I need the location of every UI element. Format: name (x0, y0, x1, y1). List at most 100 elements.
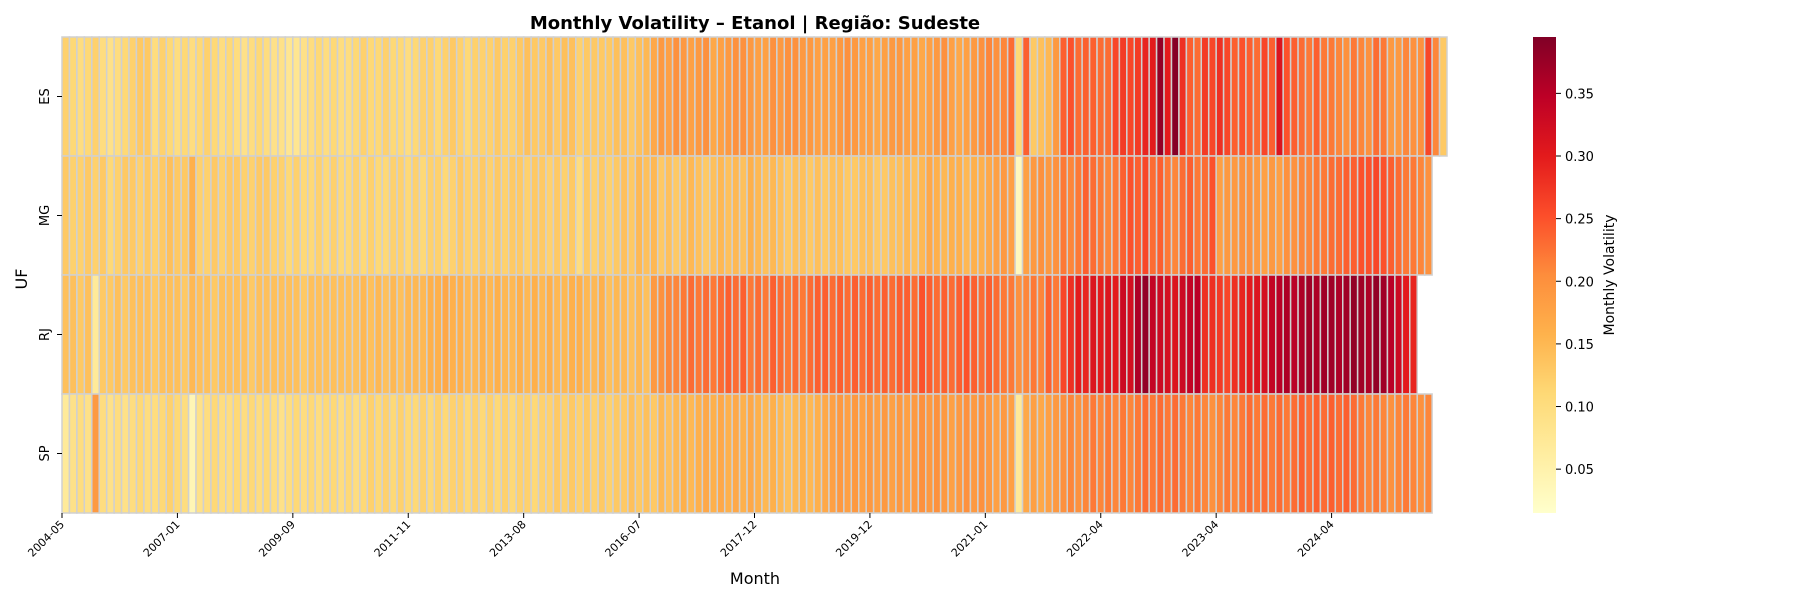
heatmap-cell (1059, 36, 1068, 157)
heatmap-cell (351, 274, 361, 395)
heatmap-cell (150, 393, 160, 514)
heatmap-cell (738, 274, 748, 395)
heatmap-cell (567, 393, 577, 514)
heatmap-cell (396, 36, 406, 157)
heatmap-cell (664, 155, 674, 276)
heatmap-cell (292, 36, 302, 157)
heatmap-cell (262, 274, 272, 395)
heatmap-cell (1207, 274, 1217, 395)
heatmap-cell (68, 36, 78, 157)
heatmap-cell (977, 274, 987, 395)
heatmap-cell (1155, 274, 1165, 395)
heatmap-cell (947, 393, 957, 514)
heatmap-cell (91, 36, 100, 157)
heatmap-cell (210, 393, 220, 514)
heatmap-cell (1178, 274, 1188, 395)
heatmap-cell (306, 155, 316, 276)
heatmap-cell (113, 155, 123, 276)
heatmap-cell (716, 36, 726, 157)
heatmap-cell (582, 393, 592, 514)
heatmap-cell (143, 155, 153, 276)
heatmap-cell (1200, 36, 1210, 157)
heatmap-cell (411, 155, 421, 276)
heatmap-cell (262, 36, 272, 157)
heatmap-cell (388, 155, 398, 276)
heatmap-cell (1029, 36, 1039, 157)
heatmap-cell (195, 155, 205, 276)
heatmap-cell (314, 155, 324, 276)
heatmap-cell (411, 36, 421, 157)
heatmap-cell (441, 393, 450, 514)
heatmap-cell (98, 155, 108, 276)
heatmap-cell (686, 393, 696, 514)
heatmap-cell (679, 36, 689, 157)
heatmap-cell (1193, 155, 1203, 276)
heatmap-cell (768, 155, 778, 276)
heatmap-cell (1126, 36, 1136, 157)
heatmap-cell (1327, 393, 1337, 514)
heatmap-cell (962, 155, 972, 276)
heatmap-cell (344, 274, 354, 395)
heatmap-cell (530, 155, 540, 276)
heatmap-cell (1386, 393, 1396, 514)
heatmap-cell (1401, 393, 1411, 514)
heatmap-cell (790, 155, 800, 276)
heatmap-cell (1036, 274, 1046, 395)
heatmap-cell (210, 274, 220, 395)
heatmap-cell (1029, 274, 1039, 395)
heatmap-cell (925, 274, 934, 395)
heatmap-cell (202, 36, 212, 157)
heatmap-cell (783, 36, 793, 157)
heatmap-cell (158, 155, 167, 276)
heatmap-cell (545, 274, 555, 395)
heatmap-cell (1044, 393, 1054, 514)
colorbar-tick-label: 0.30 (1565, 150, 1594, 165)
heatmap-cell (1215, 393, 1225, 514)
heatmap-cell (329, 393, 339, 514)
heatmap-cell (1319, 36, 1329, 157)
heatmap-cell (1260, 155, 1270, 276)
heatmap-cell (880, 393, 890, 514)
y-tick-label: ES (38, 88, 53, 104)
heatmap-cell (314, 393, 324, 514)
colorbar-tick-label: 0.35 (1565, 87, 1594, 102)
heatmap-cell (269, 393, 279, 514)
heatmap-cell (612, 155, 622, 276)
heatmap-cell (76, 274, 86, 395)
heatmap-cell (1066, 393, 1076, 514)
heatmap-cell (820, 393, 830, 514)
heatmap-cell (277, 36, 287, 157)
colorbar-tick-label: 0.20 (1565, 275, 1594, 290)
heatmap-cell (426, 274, 436, 395)
heatmap-cell (671, 393, 681, 514)
heatmap-cell (1364, 274, 1374, 395)
heatmap-cell (738, 36, 748, 157)
heatmap-cell (761, 36, 771, 157)
heatmap-cell (1289, 274, 1299, 395)
heatmap-cell (917, 36, 927, 157)
heatmap-cell (1066, 274, 1076, 395)
heatmap-cell (1289, 393, 1299, 514)
heatmap-cell (396, 274, 406, 395)
heatmap-cell (403, 36, 413, 157)
heatmap-cell (143, 393, 153, 514)
heatmap-cell (1297, 274, 1307, 395)
heatmap-cell (790, 393, 800, 514)
heatmap-cell (232, 155, 242, 276)
heatmap-cell (135, 155, 145, 276)
heatmap-cell (306, 393, 316, 514)
heatmap-cell (292, 393, 302, 514)
heatmap-cell (262, 393, 272, 514)
heatmap-cell (83, 36, 93, 157)
heatmap-cell (716, 155, 726, 276)
heatmap-cell (239, 36, 249, 157)
heatmap-cell (880, 274, 890, 395)
heatmap-cell (925, 36, 934, 157)
heatmap-cell (1163, 274, 1173, 395)
heatmap-cell (1140, 36, 1150, 157)
heatmap-cell (150, 274, 160, 395)
heatmap-cell (1014, 36, 1024, 157)
heatmap-cell (306, 274, 316, 395)
heatmap-cell (977, 393, 987, 514)
heatmap-cell (805, 393, 815, 514)
